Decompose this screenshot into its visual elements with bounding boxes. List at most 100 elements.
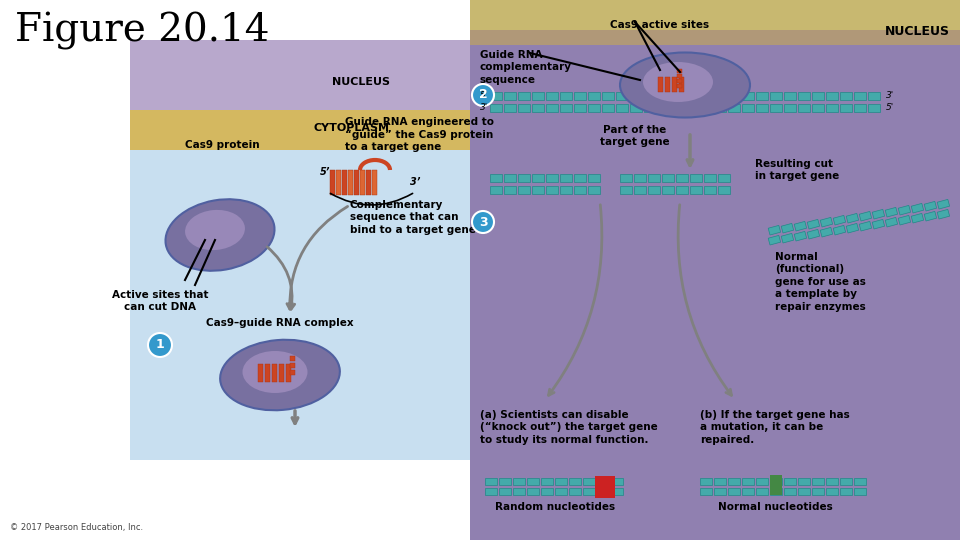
Text: NUCLEUS: NUCLEUS	[332, 77, 390, 87]
Bar	[504, 92, 516, 100]
Bar	[798, 478, 810, 485]
Bar	[937, 199, 949, 209]
Bar	[899, 215, 911, 225]
Bar	[718, 186, 730, 194]
Bar	[873, 219, 884, 229]
Bar	[756, 92, 768, 100]
Bar	[714, 488, 726, 495]
Bar	[770, 92, 782, 100]
Bar	[700, 104, 712, 112]
Bar	[588, 92, 600, 100]
Text: (b) If the target gene has
a mutation, it can be
repaired.: (b) If the target gene has a mutation, i…	[700, 410, 850, 445]
Bar	[704, 186, 716, 194]
Bar	[634, 174, 646, 182]
Bar	[546, 92, 558, 100]
Bar	[840, 104, 852, 112]
Bar	[470, 0, 960, 40]
Text: 1: 1	[156, 339, 164, 352]
Bar	[372, 170, 377, 195]
Bar	[504, 174, 516, 182]
Bar	[812, 104, 824, 112]
Bar	[672, 92, 684, 100]
Bar	[470, 0, 960, 540]
Bar	[820, 218, 832, 227]
Bar	[784, 488, 796, 495]
Bar	[490, 186, 502, 194]
Bar	[518, 104, 530, 112]
Bar	[513, 488, 525, 495]
Bar	[644, 92, 656, 100]
Bar	[518, 186, 530, 194]
Text: Cas9 protein: Cas9 protein	[184, 140, 259, 150]
Bar	[658, 104, 670, 112]
Bar	[513, 478, 525, 485]
Bar	[885, 218, 898, 227]
Bar	[833, 225, 846, 235]
Bar	[541, 478, 553, 485]
Bar	[130, 40, 470, 110]
Bar	[130, 110, 470, 150]
Bar	[742, 92, 754, 100]
Text: 2: 2	[479, 89, 488, 102]
Bar	[924, 211, 937, 221]
Bar	[937, 210, 949, 219]
Bar	[798, 104, 810, 112]
Bar	[130, 40, 470, 460]
Bar	[714, 104, 726, 112]
Bar	[676, 174, 688, 182]
Bar	[648, 186, 660, 194]
Bar	[588, 104, 600, 112]
Ellipse shape	[620, 52, 750, 118]
Bar	[742, 478, 754, 485]
Ellipse shape	[643, 62, 713, 102]
Ellipse shape	[165, 199, 275, 271]
Bar	[826, 92, 838, 100]
Bar	[798, 488, 810, 495]
Text: Random nucleotides: Random nucleotides	[495, 502, 615, 512]
Bar	[676, 186, 688, 194]
Bar	[794, 232, 806, 241]
Bar	[714, 478, 726, 485]
Text: Guide RNA engineered to
“guide” the Cas9 protein
to a target gene: Guide RNA engineered to “guide” the Cas9…	[345, 117, 494, 152]
Bar	[342, 170, 347, 195]
Bar	[859, 211, 872, 221]
Text: 5’: 5’	[320, 167, 330, 177]
Bar	[602, 92, 614, 100]
Bar	[569, 478, 581, 485]
Bar	[336, 170, 341, 195]
Bar	[555, 478, 567, 485]
Ellipse shape	[220, 340, 340, 410]
Bar	[620, 174, 632, 182]
Bar	[677, 69, 682, 73]
Bar	[611, 488, 623, 495]
Bar	[854, 488, 866, 495]
Text: 3: 3	[479, 215, 488, 228]
Bar	[812, 92, 824, 100]
Bar	[532, 104, 544, 112]
Text: Complementary
sequence that can
bind to a target gene: Complementary sequence that can bind to …	[350, 200, 476, 235]
Bar	[794, 221, 806, 231]
Bar	[911, 213, 924, 223]
Bar	[784, 92, 796, 100]
Bar	[756, 478, 768, 485]
Bar	[485, 478, 497, 485]
Bar	[630, 104, 642, 112]
Bar	[768, 225, 780, 235]
Bar	[700, 92, 712, 100]
Bar	[662, 186, 674, 194]
Bar	[868, 92, 880, 100]
Bar	[742, 488, 754, 495]
Bar	[354, 170, 359, 195]
Bar	[648, 174, 660, 182]
Bar	[569, 488, 581, 495]
Bar	[485, 488, 497, 495]
Bar	[840, 488, 852, 495]
Text: (a) Scientists can disable
(“knock out”) the target gene
to study its normal fun: (a) Scientists can disable (“knock out”)…	[480, 410, 658, 445]
Bar	[677, 84, 682, 88]
Text: Cas9 active sites: Cas9 active sites	[610, 20, 709, 30]
Bar	[560, 186, 572, 194]
Bar	[532, 92, 544, 100]
Bar	[700, 478, 712, 485]
Bar	[546, 174, 558, 182]
Bar	[728, 104, 740, 112]
